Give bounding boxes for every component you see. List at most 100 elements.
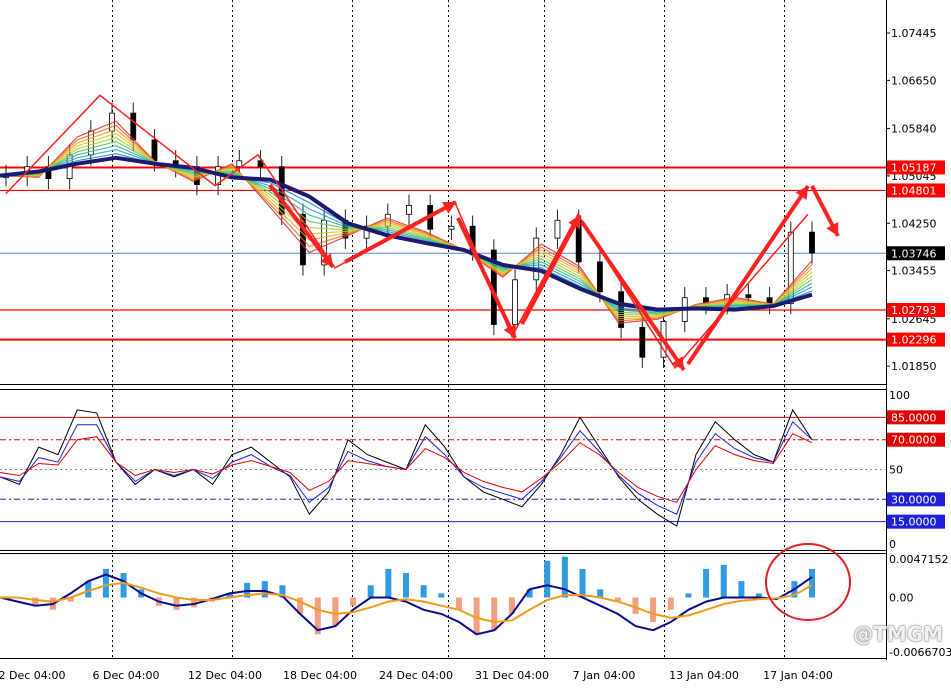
x-tick-label: 6 Dec 04:00 [93, 669, 160, 682]
macd-histogram-bar [85, 581, 92, 598]
x-tick-label: 12 Dec 04:00 [188, 669, 262, 682]
candle [363, 225, 370, 239]
macd-histogram-bar [597, 589, 604, 598]
current-price-tag [887, 246, 945, 261]
macd-histogram-bar [491, 597, 498, 631]
macd-histogram-bar [173, 597, 180, 610]
y-tick-label: 1.06650 [891, 74, 937, 87]
macd-y-tick-label: 0.0047152 [889, 553, 949, 566]
candle [448, 225, 455, 230]
macd-histogram-bar [720, 564, 727, 598]
x-tick-label: 7 Jan 04:00 [573, 669, 636, 682]
macd-y-tick-label: 0.00 [889, 592, 914, 605]
macd-histogram-bar [332, 597, 339, 627]
level-label: 1.02793 [891, 304, 937, 317]
candle [596, 261, 603, 293]
trend-arrow-head [795, 186, 808, 200]
osc-level-tag [887, 410, 945, 425]
trend-arrow [456, 217, 517, 339]
candle [406, 204, 412, 215]
macd-histogram-bar [809, 568, 815, 598]
osc-level-tag [887, 492, 945, 507]
level-label: 1.02296 [891, 334, 937, 347]
trend-arrow [686, 184, 810, 366]
trend-arrow-head [568, 215, 581, 229]
macd-histogram-bar [455, 597, 462, 610]
osc-level-label: 70.0000 [891, 434, 937, 447]
trend-arrow-head [320, 253, 333, 267]
x-tick-label: 24 Dec 04:00 [379, 669, 453, 682]
macd-histogram-bar [261, 581, 268, 598]
candle [745, 294, 752, 299]
y-tick-label: 1.07445 [891, 27, 937, 40]
macd-histogram-bar [526, 589, 533, 598]
level-label: 1.05187 [891, 161, 937, 174]
y-tick-label: 1.05840 [891, 123, 937, 136]
macd-histogram-bar [403, 573, 409, 598]
osc-y-tick-label: 50 [889, 464, 903, 477]
level-tag [887, 332, 945, 347]
macd-histogram-bar [385, 568, 392, 598]
osc-y-tick-label: 100 [889, 389, 910, 402]
macd-histogram-bar [191, 597, 198, 608]
candle [554, 219, 561, 239]
macd-histogram-bar [102, 568, 109, 598]
macd-histogram-bar [544, 560, 551, 598]
candle [130, 112, 137, 141]
y-tick-label: 1.03455 [891, 265, 937, 278]
y-tick-label: 1.01850 [891, 360, 937, 373]
macd-histogram-bar [314, 597, 321, 635]
candle [151, 139, 158, 162]
osc-level-label: 15.0000 [891, 516, 937, 529]
macd-histogram-bar [120, 573, 127, 598]
candle [512, 279, 518, 325]
candle [257, 160, 264, 168]
level-label: 1.04801 [891, 184, 937, 197]
x-tick-label: 18 Dec 04:00 [283, 669, 357, 682]
ema-main-line [0, 155, 813, 312]
osc-level-tag [887, 432, 945, 447]
panel-gap-1 [0, 384, 951, 389]
macd-histogram-bar [67, 597, 74, 602]
trend-arrow [580, 220, 686, 372]
trend-arrow-head [826, 222, 839, 236]
watermark: @TMGM [853, 622, 943, 646]
osc-line [0, 433, 813, 503]
macd-histogram-bar [579, 568, 586, 598]
y-tick-label: 1.04250 [891, 217, 937, 230]
level-tag [887, 183, 945, 198]
macd-histogram-bar [738, 581, 745, 598]
trend-arrow [520, 214, 582, 325]
osc-line [0, 420, 813, 515]
macd-histogram-bar [367, 585, 374, 598]
osc-level-tag [887, 514, 945, 529]
macd-histogram-bar [632, 597, 639, 614]
macd-histogram-bar [32, 597, 39, 606]
current-price-label: 1.03746 [891, 247, 937, 260]
trend-arrow [344, 200, 457, 264]
trend-arrow [268, 183, 335, 269]
macd-histogram-bar [420, 585, 427, 598]
macd-histogram-bar [667, 597, 674, 610]
macd-histogram-bar [438, 593, 445, 598]
osc-level-label: 30.0000 [891, 493, 937, 506]
x-tick-label: 31 Dec 04:00 [475, 669, 549, 682]
x-tick-label: 2 Dec 04:00 [0, 669, 65, 682]
macd-line [0, 581, 813, 624]
macd-histogram-bar [650, 597, 657, 623]
x-tick-label: 17 Jan 04:00 [763, 669, 833, 682]
candle [236, 160, 243, 168]
macd-histogram-bar [279, 585, 286, 598]
trend-arrow-head [671, 356, 684, 370]
level-tag [887, 160, 945, 175]
macd-y-tick-label: -0.0066703 [889, 646, 951, 659]
macd-histogram-bar [561, 556, 568, 598]
candle [639, 327, 646, 358]
candle [809, 231, 815, 254]
trend-arrow-head [503, 324, 516, 338]
candle [787, 231, 794, 305]
macd-histogram-bar [226, 593, 233, 598]
macd-histogram-bar [685, 593, 692, 598]
